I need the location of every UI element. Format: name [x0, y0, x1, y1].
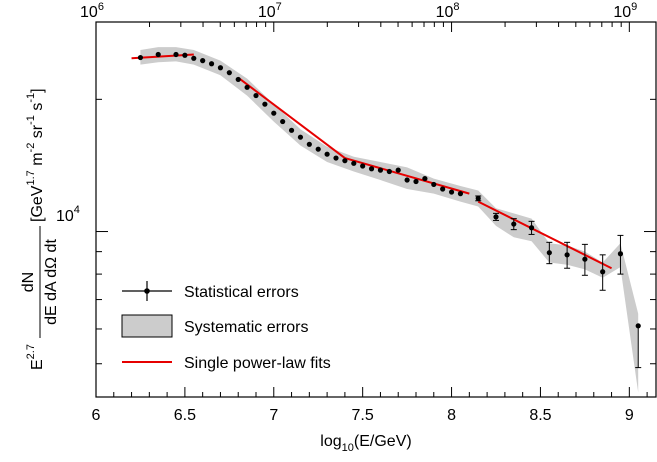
data-point: [448, 189, 455, 195]
data-point: [297, 134, 304, 140]
y-tick-label-major: 104: [56, 204, 80, 225]
data-point: [528, 225, 535, 231]
top-tick-label: 107: [258, 1, 282, 21]
data-point: [422, 175, 428, 182]
systematic-error-band: [140, 47, 639, 393]
data-point: [208, 61, 215, 67]
y-axis-label: E2.7 dN dE dA dΩ dt [GeV1.7 m-2 sr-1 s-1…: [20, 88, 60, 370]
data-point: [564, 252, 570, 258]
data-point: [315, 146, 321, 152]
data-point: [244, 84, 250, 90]
data-point: [333, 155, 339, 161]
data-point: [235, 76, 241, 83]
data-point: [324, 151, 330, 157]
data-point: [137, 54, 144, 61]
data-point: [582, 256, 588, 262]
data-point: [360, 163, 366, 169]
data-point: [306, 141, 312, 147]
data-point: [511, 221, 517, 227]
data-point: [413, 178, 419, 185]
top-tick-label: 109: [613, 1, 637, 21]
data-point: [226, 70, 232, 76]
data-point: [253, 92, 259, 99]
x-tick-label: 7.5: [352, 407, 374, 424]
legend-label-systematic: Systematic errors: [184, 319, 308, 336]
data-point: [155, 51, 161, 58]
x-tick-label: 6: [92, 407, 101, 424]
fit-line-segment: [344, 157, 470, 195]
svg-text:[GeV1.7 m-2 sr-1 s-1]: [GeV1.7 m-2 sr-1 s-1]: [25, 88, 46, 222]
data-point: [395, 167, 401, 173]
legend-label-statistical: Statistical errors: [184, 284, 299, 301]
fit-line-segment: [477, 200, 613, 270]
data-point: [493, 214, 499, 220]
top-tick-label: 106: [80, 1, 104, 21]
legend-label-fit: Single power-law fits: [184, 355, 331, 372]
data-point: [182, 52, 188, 58]
data-point: [217, 65, 224, 71]
data-point: [440, 186, 446, 192]
legend: Statistical errors Systematic errors Sin…: [121, 281, 331, 372]
band-area: [140, 47, 639, 393]
x-tick-label: 8: [447, 407, 456, 424]
x-tick-label: 7: [269, 407, 278, 424]
data-point: [617, 251, 624, 257]
data-point: [377, 167, 384, 173]
svg-text:dE dA dΩ dt: dE dA dΩ dt: [43, 239, 60, 325]
legend-item-fit: Single power-law fits: [122, 355, 331, 372]
data-point: [191, 55, 197, 61]
data-point: [546, 250, 552, 256]
data-point: [635, 323, 641, 329]
x-axis-ticks: 6 6.5 7 7.5 8 8.5 9: [92, 387, 648, 424]
svg-text:dN: dN: [20, 272, 37, 292]
data-point: [342, 158, 348, 164]
x-axis-label: log10(E/GeV): [320, 433, 411, 454]
data-point: [600, 269, 606, 275]
data-point: [475, 195, 481, 201]
top-axis-ticks: 106 107 108 109: [80, 1, 637, 32]
data-point: [351, 160, 357, 166]
data-point: [457, 191, 464, 197]
data-point: [431, 181, 437, 188]
data-point: [271, 110, 277, 116]
y-axis-ticks: [96, 21, 656, 365]
plot-frame: [95, 21, 657, 398]
data-points: [137, 51, 642, 369]
data-point: [368, 166, 375, 172]
legend-item-statistical: Statistical errors: [122, 281, 299, 301]
data-point: [288, 127, 295, 133]
data-point: [280, 118, 286, 125]
data-point: [404, 177, 410, 183]
x-tick-label: 6.5: [174, 407, 196, 424]
fit-line-segment: [237, 76, 346, 159]
top-tick-label: 108: [436, 1, 460, 21]
svg-text:E2.7: E2.7: [25, 344, 46, 370]
data-point: [200, 58, 206, 64]
legend-item-systematic: Systematic errors: [121, 314, 308, 338]
data-point: [173, 51, 179, 58]
x-tick-label: 9: [625, 407, 634, 424]
data-point: [386, 168, 392, 175]
data-point: [262, 101, 268, 107]
x-tick-label: 8.5: [529, 407, 551, 424]
